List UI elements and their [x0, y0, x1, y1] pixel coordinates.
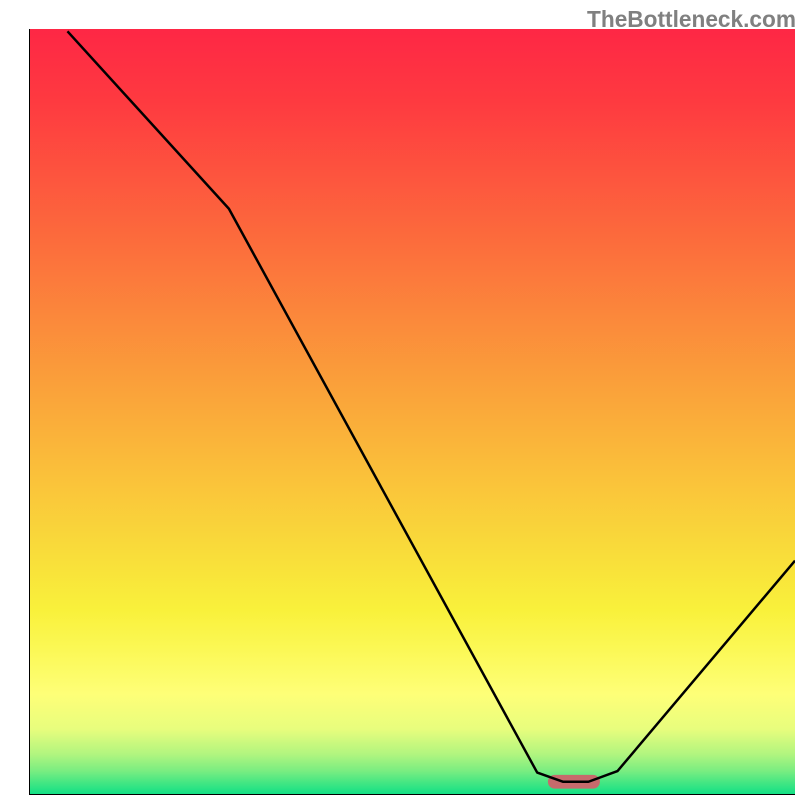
watermark-text: TheBottleneck.com — [587, 6, 796, 33]
x-axis-line — [29, 794, 795, 795]
curve-path — [67, 31, 795, 781]
chart-container: TheBottleneck.com — [0, 0, 800, 800]
plot-area — [30, 29, 795, 794]
y-axis-line — [29, 29, 30, 794]
curve-layer — [30, 29, 795, 794]
